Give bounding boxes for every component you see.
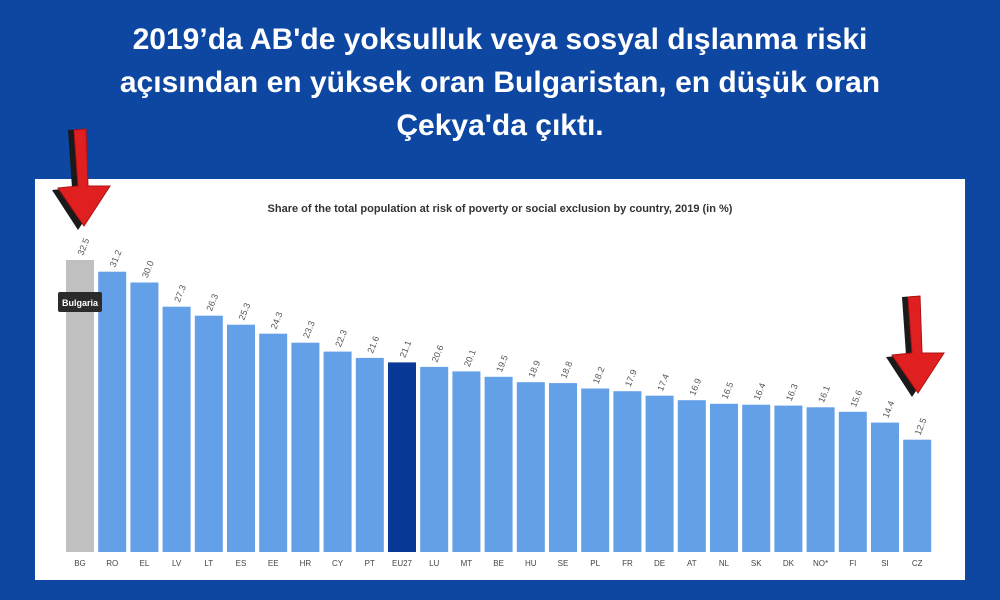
category-label: CZ	[912, 559, 923, 568]
bar-no[interactable]	[806, 407, 835, 552]
value-label: 18.8	[559, 360, 575, 380]
category-label: HR	[300, 559, 312, 568]
chart-panel: Share of the total population at risk of…	[35, 179, 965, 580]
bar-es[interactable]	[227, 324, 255, 552]
category-label: PT	[365, 559, 375, 568]
value-label: 32.5	[76, 237, 92, 257]
category-label: AT	[687, 559, 697, 568]
value-label: 25.3	[237, 301, 253, 321]
category-label: EE	[268, 559, 279, 568]
tooltip-label: Bulgaria	[62, 298, 99, 308]
value-label: 12.5	[913, 416, 929, 436]
value-label: 15.6	[848, 389, 864, 409]
bar-at[interactable]	[677, 400, 706, 552]
category-label: LV	[172, 559, 182, 568]
value-label: 16.5	[720, 381, 736, 401]
value-label: 22.3	[333, 328, 349, 348]
category-label: LT	[204, 559, 213, 568]
value-label: 30.0	[140, 259, 156, 279]
value-label: 21.6	[365, 335, 381, 355]
bar-ee[interactable]	[259, 333, 288, 552]
headline-line-3: Çekya'da çıktı.	[396, 109, 604, 142]
bar-se[interactable]	[549, 383, 577, 552]
bar-be[interactable]	[484, 376, 513, 552]
category-label: RO	[106, 559, 118, 568]
category-label: SI	[881, 559, 889, 568]
bar-chart: Share of the total population at risk of…	[58, 203, 932, 568]
category-label: FR	[622, 559, 633, 568]
left-red-arrow-icon	[52, 128, 111, 230]
bar-fr[interactable]	[613, 391, 642, 552]
bar-si[interactable]	[871, 422, 899, 552]
category-label: LU	[429, 559, 439, 568]
bar-fi[interactable]	[838, 411, 867, 552]
category-label: DE	[654, 559, 665, 568]
value-label: 17.4	[655, 372, 671, 392]
chart-title: Share of the total population at risk of…	[268, 203, 733, 215]
bar-hu[interactable]	[516, 382, 545, 552]
category-label: NL	[719, 559, 730, 568]
category-label: NO*	[813, 559, 828, 568]
value-label: 20.1	[462, 348, 478, 368]
value-label: 31.2	[108, 248, 124, 268]
category-label: MT	[461, 559, 473, 568]
value-label: 26.3	[204, 292, 220, 312]
bar-cz[interactable]	[903, 439, 932, 552]
category-label: BG	[74, 559, 86, 568]
right-red-arrow-icon	[886, 295, 945, 397]
bar-sk[interactable]	[742, 404, 771, 552]
tooltip: Bulgaria	[58, 292, 102, 312]
category-label: ES	[236, 559, 247, 568]
bar-cy[interactable]	[323, 351, 352, 552]
category-label: HU	[525, 559, 537, 568]
category-label: SE	[558, 559, 569, 568]
headline-line-1: 2019’da AB'de yoksulluk veya sosyal dışl…	[132, 23, 868, 56]
value-label: 27.3	[172, 283, 188, 303]
bar-el[interactable]	[130, 282, 159, 553]
category-label: CY	[332, 559, 344, 568]
headline-line-2: açısından en yüksek oran Bulgaristan, en…	[119, 66, 881, 99]
category-label: SK	[751, 559, 762, 568]
headline: 2019’da AB'de yoksulluk veya sosyal dışl…	[0, 18, 1000, 147]
category-label: DK	[783, 559, 795, 568]
bar-eu27[interactable]	[388, 362, 416, 552]
category-label: EU27	[392, 559, 413, 568]
category-label: EL	[140, 559, 150, 568]
value-label: 19.5	[494, 354, 510, 374]
bar-de[interactable]	[645, 395, 674, 552]
value-label: 24.3	[269, 310, 285, 330]
value-label: 16.1	[816, 384, 832, 404]
value-label: 20.6	[430, 344, 446, 364]
category-label: FI	[849, 559, 856, 568]
bar-ro[interactable]	[98, 271, 127, 552]
category-label: BE	[493, 559, 504, 568]
bar-lv[interactable]	[162, 306, 191, 552]
bar-nl[interactable]	[710, 403, 738, 552]
bar-pl[interactable]	[581, 388, 610, 553]
bar-mt[interactable]	[452, 371, 481, 552]
bar-lt[interactable]	[194, 315, 223, 552]
value-label: 16.4	[752, 381, 768, 401]
bar-lu[interactable]	[420, 366, 449, 552]
value-label: 21.1	[398, 339, 414, 359]
bar-pt[interactable]	[355, 357, 384, 552]
value-label: 18.9	[526, 359, 542, 379]
category-label: PL	[590, 559, 600, 568]
value-label: 16.3	[784, 382, 800, 402]
value-label: 23.3	[301, 319, 317, 339]
bar-hr[interactable]	[291, 342, 320, 552]
bar-dk[interactable]	[774, 405, 803, 552]
value-label: 17.9	[623, 368, 639, 388]
value-label: 18.2	[591, 365, 607, 385]
value-label: 16.9	[687, 377, 703, 397]
